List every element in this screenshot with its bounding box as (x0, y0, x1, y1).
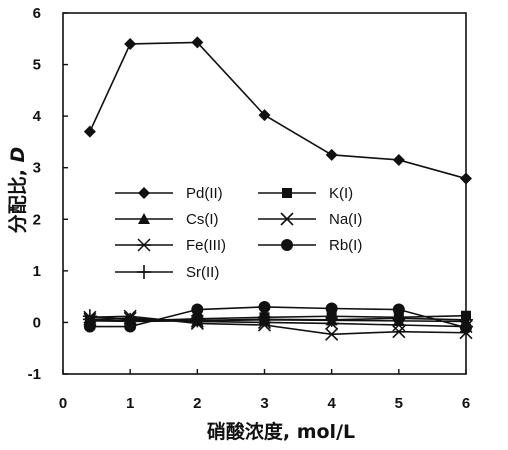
marker-x (280, 212, 294, 226)
marker-circle (392, 303, 405, 316)
x-tick-label: 1 (126, 395, 134, 412)
legend-label: Fe(III) (186, 237, 226, 254)
axis-ticks: 0 1 2 3 4 5 6 -1 0 1 2 3 4 5 6 (28, 5, 471, 412)
x-tick-label: 2 (193, 395, 201, 412)
legend-label: Cs(I) (186, 211, 219, 228)
legend-item-na-i: Na(I) (258, 211, 362, 228)
series-fe-iii (82, 311, 473, 334)
marker-plus (123, 312, 138, 327)
marker-diamond (258, 109, 271, 122)
marker-diamond (191, 36, 204, 49)
legend-label: Sr(II) (186, 264, 219, 281)
legend: Pd(II) K(I) Cs(I) Na(I) Fe(III) Rb(I) Sr(II) (115, 185, 362, 281)
series-line-pd-ii (89, 41, 467, 180)
y-tick-label: 3 (33, 160, 41, 177)
series-pd-ii (83, 36, 472, 185)
diamond-shape (124, 37, 137, 50)
marker-asterisk (137, 238, 151, 252)
marker-circle (83, 320, 96, 333)
marker-plus (324, 312, 339, 327)
marker-plus (391, 311, 406, 326)
y-tick-label: 6 (33, 5, 41, 22)
marker-diamond (392, 153, 405, 166)
x-stroke (325, 327, 339, 341)
marker-diamond (83, 125, 96, 138)
legend-item-fe-iii: Fe(III) (115, 237, 226, 254)
diamond-shape (138, 187, 150, 199)
marker-triangle (138, 213, 150, 224)
circle-shape (191, 303, 204, 316)
legend-item-rb-i: Rb(I) (258, 237, 362, 254)
marker-plus (137, 265, 151, 279)
y-axis-title-variable: D (7, 147, 29, 163)
marker-plus (190, 313, 205, 328)
marker-x (325, 327, 339, 341)
x-tick-label: 0 (59, 395, 67, 412)
legend-label: K(I) (329, 185, 353, 202)
diamond-shape (191, 36, 204, 49)
marker-plus (82, 309, 97, 324)
marker-circle (460, 321, 472, 334)
y-tick-label: 2 (33, 211, 41, 228)
triangle-shape (138, 213, 150, 224)
y-tick-label: 4 (33, 108, 42, 125)
legend-label: Na(I) (329, 211, 362, 228)
y-tick-label: -1 (28, 366, 41, 383)
series-sr-ii (82, 309, 473, 328)
marker-plus (459, 312, 473, 327)
marker-circle (258, 300, 271, 313)
circle-shape (460, 321, 472, 334)
circle-shape (83, 320, 96, 333)
marker-diamond (325, 148, 338, 161)
x-tick-label: 6 (462, 395, 470, 412)
x-axis-title: 硝酸浓度, mol/L (207, 420, 355, 443)
circle-shape (281, 239, 293, 251)
marker-circle (191, 303, 204, 316)
legend-item-pd-ii: Pd(II) (115, 185, 223, 202)
legend-item-sr-ii: Sr(II) (115, 264, 219, 281)
diamond-shape (325, 148, 338, 161)
marker-x (392, 325, 406, 339)
y-tick-label: 5 (33, 57, 41, 74)
diamond-shape (392, 153, 405, 166)
legend-item-cs-i: Cs(I) (115, 211, 219, 228)
legend-label: Pd(II) (186, 185, 223, 202)
x-stroke (392, 325, 406, 339)
series-layer (82, 36, 473, 341)
marker-diamond (138, 187, 150, 199)
legend-label: Rb(I) (329, 237, 362, 254)
marker-square (282, 188, 292, 198)
circle-shape (325, 302, 338, 315)
marker-circle (325, 302, 338, 315)
circle-shape (258, 300, 271, 313)
marker-plus (257, 312, 272, 327)
diamond-shape (258, 109, 271, 122)
y-tick-label: 0 (33, 314, 41, 331)
diamond-shape (83, 125, 96, 138)
diamond-shape (460, 172, 472, 185)
y-tick-label: 1 (33, 263, 41, 280)
square-shape (282, 188, 292, 198)
marker-circle (281, 239, 293, 251)
x-tick-label: 4 (327, 395, 336, 412)
x-stroke (280, 212, 294, 226)
legend-item-k-i: K(I) (258, 185, 353, 202)
marker-diamond (460, 172, 472, 185)
x-tick-label: 3 (260, 395, 268, 412)
circle-shape (392, 303, 405, 316)
x-tick-label: 5 (395, 395, 403, 412)
y-axis-title-text: 分配比, (7, 162, 29, 233)
marker-diamond (124, 37, 137, 50)
y-axis-title: 分配比, D (7, 147, 29, 234)
